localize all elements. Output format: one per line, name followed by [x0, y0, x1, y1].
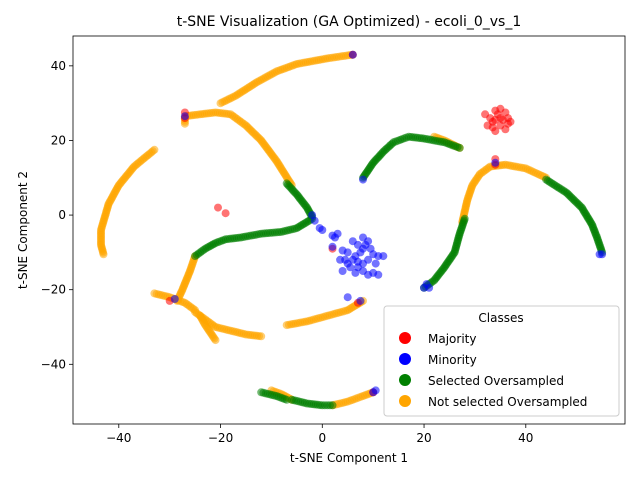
- legend-label: Majority: [428, 332, 476, 346]
- point-majority: [488, 123, 497, 132]
- point-majority: [501, 125, 510, 134]
- legend-marker: [399, 353, 411, 365]
- point-minority: [343, 248, 352, 257]
- point-minority: [346, 263, 355, 272]
- y-tick-label: −20: [41, 283, 66, 297]
- point-not-selected-oversampled: [257, 332, 266, 341]
- point-minority: [328, 242, 337, 251]
- point-minority: [336, 255, 345, 264]
- point-not-selected-oversampled: [211, 336, 220, 345]
- point-minority: [359, 244, 367, 253]
- legend-marker: [399, 395, 411, 407]
- point-minority: [356, 296, 365, 305]
- y-tick-label: 40: [51, 59, 66, 73]
- x-tick-label: 20: [416, 431, 431, 445]
- point-minority: [359, 175, 367, 184]
- chart-title: t-SNE Visualization (GA Optimized) - eco…: [177, 14, 522, 30]
- point-minority: [351, 268, 360, 277]
- point-majority: [214, 203, 222, 212]
- point-not-selected-oversampled: [99, 250, 108, 259]
- y-axis-label: t-SNE Component 2: [16, 171, 30, 289]
- point-majority: [506, 117, 515, 126]
- y-tick-label: −40: [41, 357, 66, 371]
- x-axis-label: t-SNE Component 1: [290, 451, 408, 465]
- point-minority: [425, 283, 434, 292]
- point-minority: [598, 250, 607, 259]
- y-axis: −40 −20 0 20 40: [41, 59, 73, 371]
- point-selected-oversampled: [282, 395, 291, 404]
- legend-marker: [399, 374, 411, 386]
- point-majority: [221, 209, 230, 218]
- point-minority: [364, 237, 373, 246]
- point-minority: [343, 293, 352, 302]
- point-selected-oversampled: [455, 143, 464, 152]
- x-axis: −40 −20 0 20 40: [106, 424, 533, 445]
- legend: Classes Majority Minority Selected Oversam…: [383, 305, 620, 417]
- points-layer: [97, 50, 607, 410]
- point-minority: [379, 252, 388, 261]
- point-minority: [310, 216, 319, 225]
- legend-box: [383, 305, 620, 417]
- point-minority: [318, 226, 327, 234]
- y-tick-label: 0: [58, 208, 66, 222]
- point-majority: [496, 104, 505, 113]
- point-minority: [374, 270, 383, 279]
- legend-marker: [399, 332, 411, 344]
- x-tick-label: 40: [518, 431, 533, 445]
- x-tick-label: −20: [208, 431, 233, 445]
- point-selected-oversampled: [328, 401, 337, 410]
- point-minority: [170, 295, 179, 303]
- point-minority: [491, 158, 500, 167]
- y-tick-label: 20: [51, 133, 66, 147]
- legend-label: Selected Oversampled: [428, 374, 564, 388]
- point-minority: [180, 112, 189, 121]
- legend-label: Minority: [428, 353, 477, 367]
- point-minority: [338, 267, 347, 275]
- x-tick-label: 0: [318, 431, 326, 445]
- point-minority: [348, 50, 357, 59]
- point-minority: [371, 259, 380, 268]
- plot-frame: [72, 35, 626, 425]
- legend-title: Classes: [478, 311, 523, 325]
- point-minority: [331, 233, 339, 242]
- point-minority: [369, 388, 378, 397]
- x-tick-label: −40: [106, 431, 131, 445]
- point-minority: [353, 257, 362, 266]
- point-majority: [491, 115, 500, 124]
- legend-label: Not selected Oversampled: [428, 395, 587, 409]
- point-not-selected-oversampled: [216, 99, 225, 108]
